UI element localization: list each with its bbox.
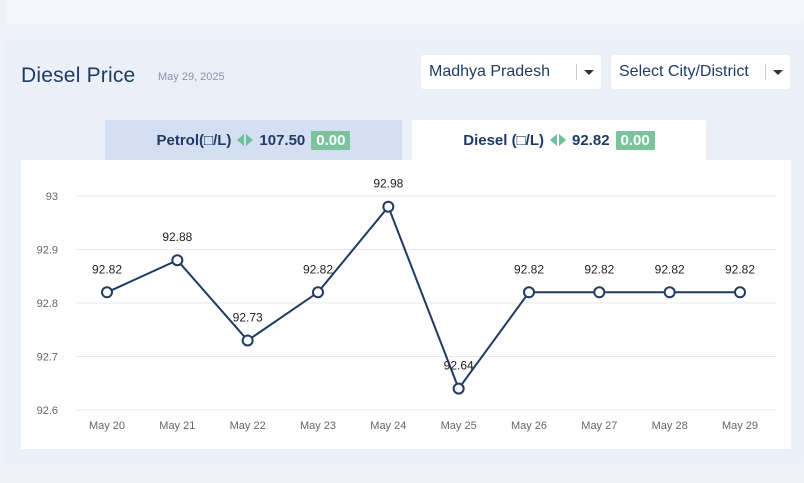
data-point [593,286,606,299]
x-tick-label: May 20 [89,420,125,432]
data-point [523,286,535,299]
data-label: 92.82 [655,262,685,276]
x-tick-label: May 29 [722,420,758,432]
data-label: 92.73 [233,310,263,324]
petrol-tab-label: Petrol(□/L) [156,131,232,149]
tab-petrol[interactable]: Petrol(□/L) 107.50 0.00 [105,120,402,160]
diesel-price-line-chart: 92.6 92.7 92.8 92.9 93 May 20 May 21 May 22 May … [37,177,776,432]
x-tick-label: May 23 [300,420,336,432]
data-label: 92.82 [514,262,544,276]
price-change-arrows-icon [550,134,566,146]
data-point [171,254,184,267]
data-label: 92.82 [92,262,122,276]
data-label: 92.88 [162,230,192,244]
data-label: 92.82 [725,262,755,276]
city-select-placeholder: Select City/District [619,63,749,80]
top-panel [6,0,804,24]
state-select[interactable]: Madhya Pradesh [421,55,601,89]
petrol-price: 107.50 [259,131,306,149]
data-label: 92.64 [444,359,474,373]
diesel-change-badge: 0.00 [615,130,655,150]
diesel-tab-label: Diesel (□/L) [463,131,544,149]
data-label: 92.82 [303,262,333,276]
data-point [663,286,676,299]
city-select[interactable]: Select City/District [611,55,790,89]
state-select-separator [576,64,577,80]
x-tick-label: May 27 [581,420,617,432]
data-point [452,382,465,395]
y-tick-label: 92.6 [37,405,58,417]
petrol-change-badge: 0.00 [311,130,351,150]
y-tick-label: 92.8 [37,298,58,310]
data-label: 92.98 [373,177,403,191]
tab-diesel[interactable]: Diesel (□/L) 92.82 0.00 [412,120,706,160]
city-select-separator [765,64,766,80]
data-point [312,286,324,299]
chevron-down-icon[interactable] [773,70,783,75]
state-select-value: Madhya Pradesh [429,63,550,80]
series-line [106,204,740,391]
price-date: May 29, 2025 [158,71,225,83]
y-tick-label: 93 [46,191,58,203]
x-tick-label: May 21 [159,420,195,432]
y-tick-label: 92.9 [37,245,58,257]
x-tick-label: May 24 [370,420,406,432]
diesel-price: 92.82 [572,131,610,149]
x-tick-label: May 26 [511,420,547,432]
data-point [101,286,113,299]
price-change-arrows-icon [237,134,254,146]
y-tick-label: 92.7 [37,352,58,364]
data-point [734,286,746,299]
data-point [241,334,254,347]
x-tick-label: May 28 [652,420,688,432]
chart-panel: 92.6 92.7 92.8 92.9 93 May 20 May 21 May 22 May … [21,160,791,449]
data-point [382,200,395,213]
data-label: 92.82 [584,262,614,276]
x-tick-label: May 22 [230,420,266,432]
x-tick-label: May 25 [441,420,477,432]
chevron-down-icon[interactable] [584,70,594,75]
page-title: Diesel Price [21,64,136,87]
